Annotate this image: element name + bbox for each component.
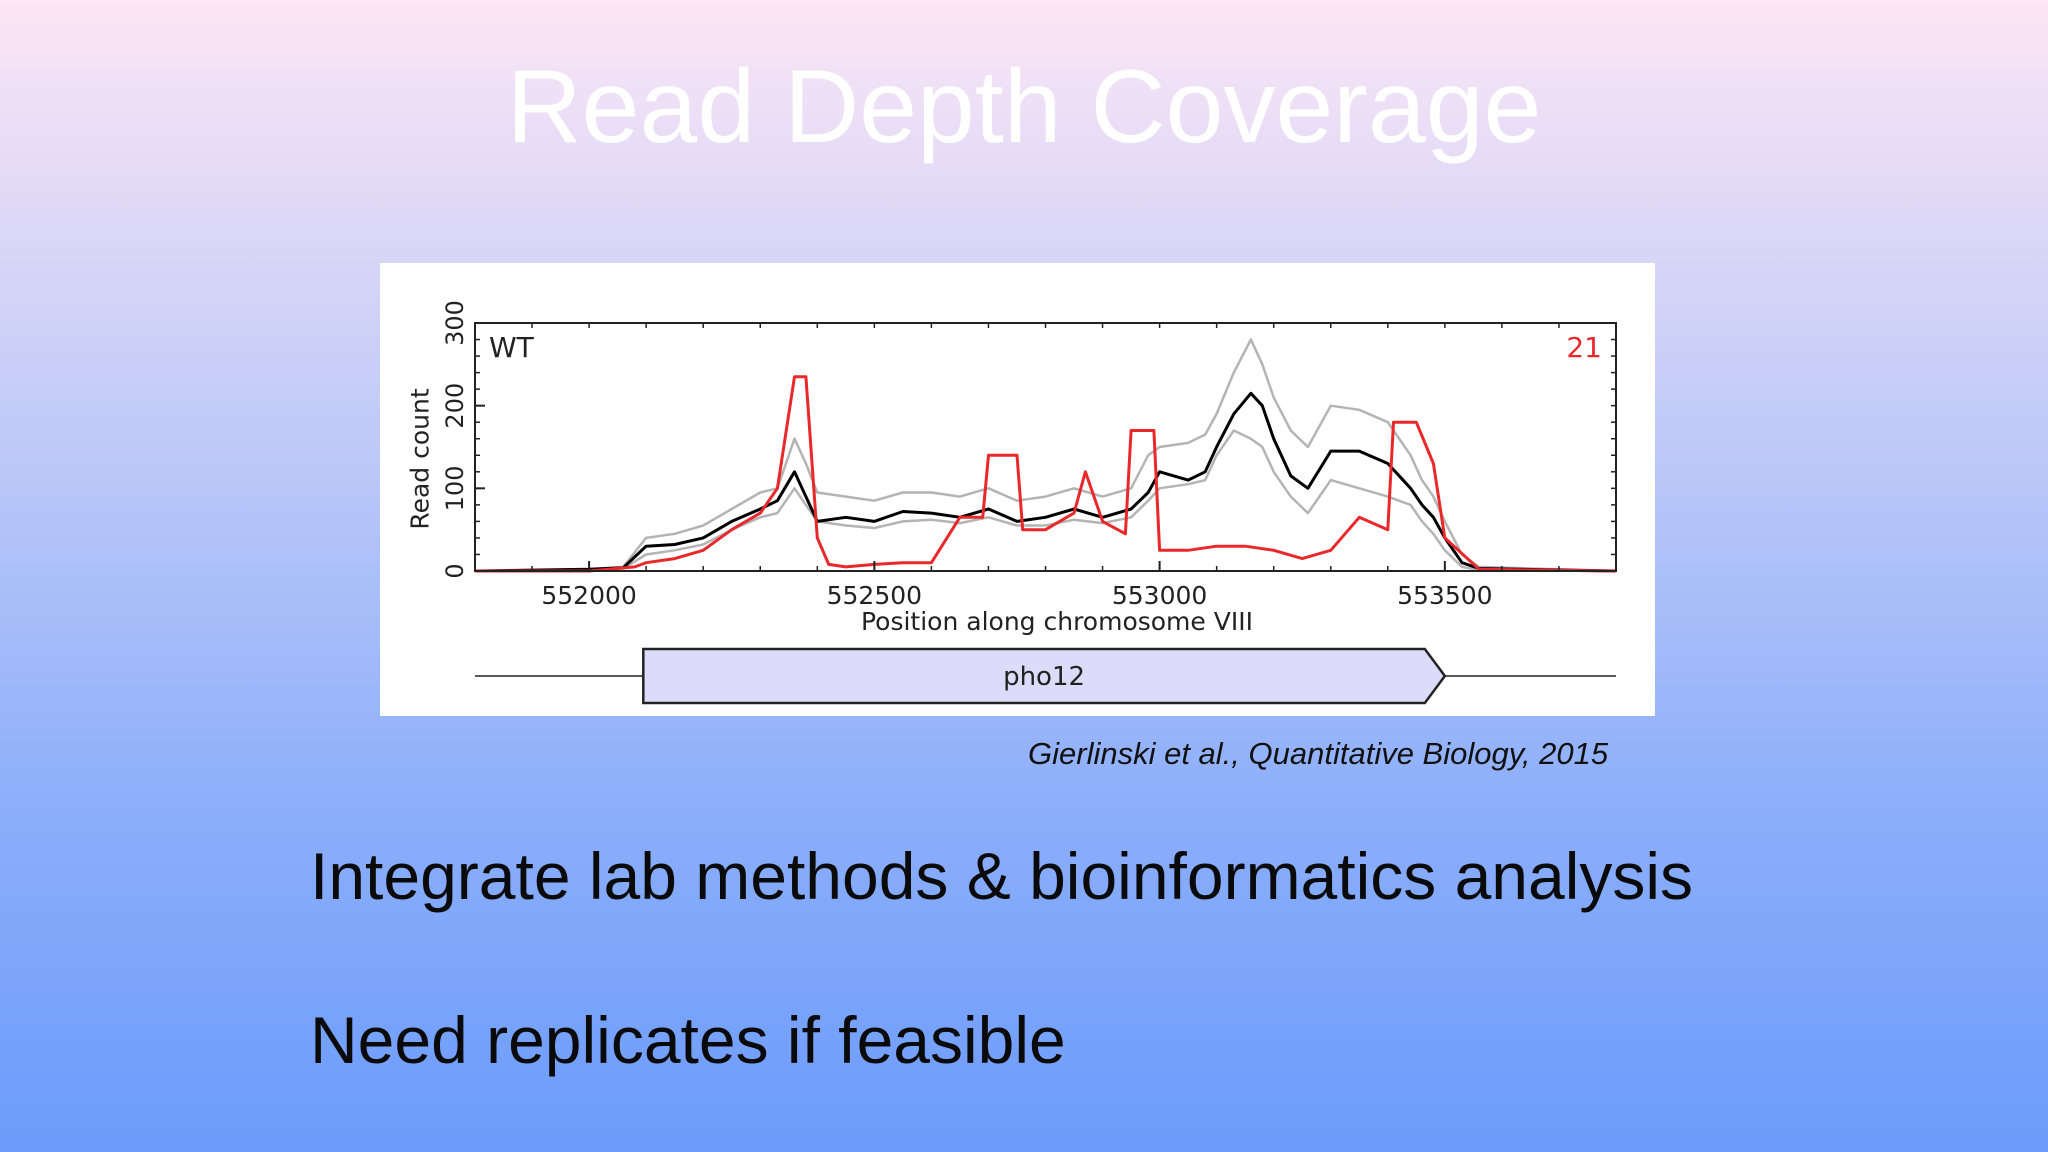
x-tick-label: 553000 (1112, 581, 1207, 610)
sample-number-label: 21 (1566, 331, 1602, 364)
slide-title: Read Depth Coverage (506, 49, 1542, 165)
y-tick-label: 200 (441, 383, 469, 429)
y-axis-label: Read count (406, 388, 435, 529)
series-line-upper-band (474, 338, 1617, 573)
coverage-chart: 552000 552500 553000 553500 0 100 200 300 Read … (406, 300, 1617, 705)
y-tick-label: 300 (441, 300, 469, 346)
citation: Gierlinski et al., Quantitative Biology,… (1028, 736, 1609, 771)
series-line-mean (474, 391, 1617, 573)
gene-track: pho12 (475, 647, 1616, 705)
series-line-sample-21 (475, 375, 1617, 573)
bullet-point: Integrate lab methods & bioinformatics a… (310, 839, 1694, 913)
x-tick-label: 552000 (541, 581, 636, 610)
x-tick-label: 552500 (827, 581, 922, 610)
wt-label: WT (489, 331, 535, 364)
y-tick-label: 0 (441, 563, 469, 578)
series-lines (474, 338, 1617, 573)
figure-panel: 552000 552500 553000 553500 0 100 200 300 Read … (380, 263, 1655, 716)
y-tick-label: 100 (441, 465, 469, 511)
gene-label: pho12 (1003, 662, 1085, 692)
x-tick-label: 553500 (1397, 581, 1492, 610)
gene-arrow (642, 647, 1447, 705)
series-line-lower-band (474, 429, 1617, 573)
axes: 552000 552500 553000 553500 0 100 200 300 (441, 300, 1617, 610)
bullet-point: Need replicates if feasible (310, 1003, 1066, 1077)
x-axis-label: Position along chromosome VIII (861, 607, 1253, 636)
